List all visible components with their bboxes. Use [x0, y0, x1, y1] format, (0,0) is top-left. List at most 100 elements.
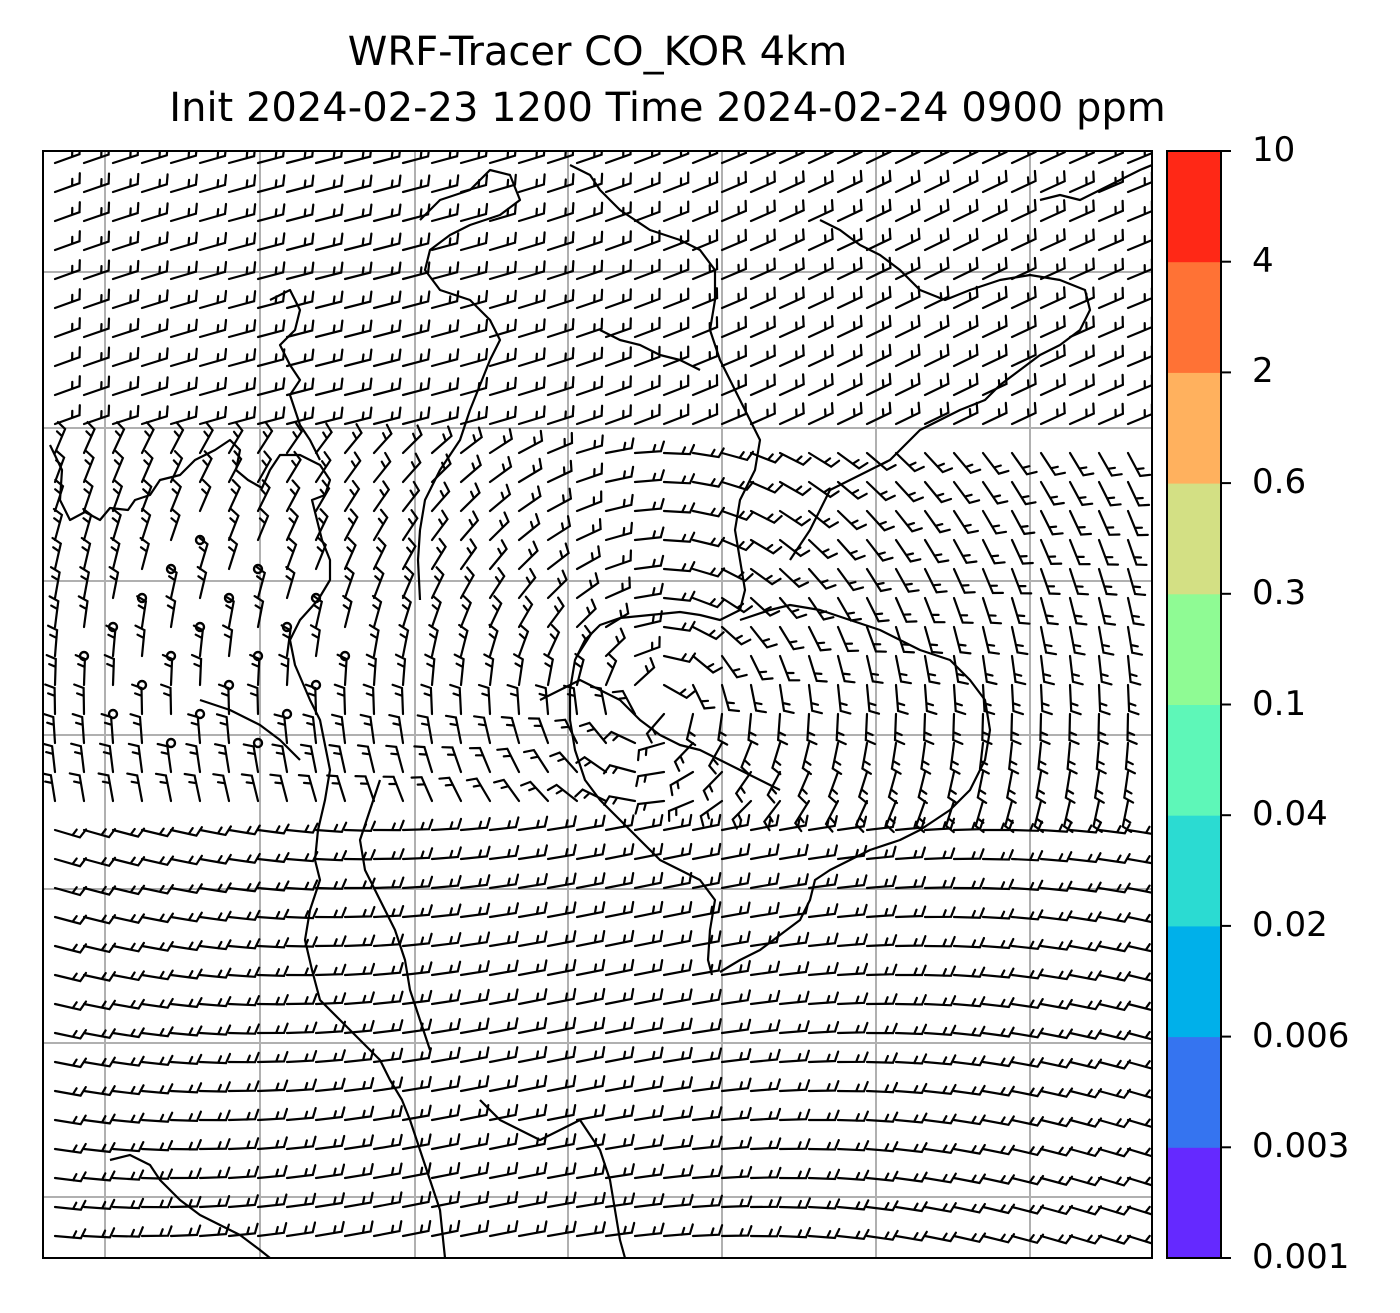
wind-barb — [517, 376, 546, 397]
wind-barb — [778, 344, 805, 368]
wind-barb — [401, 875, 434, 890]
wind-barb — [575, 987, 606, 1006]
wind-barb — [1010, 169, 1037, 194]
wind-barb — [778, 961, 810, 977]
wind-barb — [372, 848, 405, 861]
wind-barb — [691, 316, 719, 339]
wind-barb — [372, 508, 389, 542]
wind-barb — [198, 1138, 231, 1151]
wind-barb — [111, 1141, 145, 1153]
wind-barb — [401, 1191, 432, 1209]
wind-barb — [575, 872, 606, 890]
wind-barb — [468, 746, 492, 774]
wind-barb — [401, 480, 421, 513]
wind-barb — [214, 743, 231, 774]
wind-barb — [691, 229, 719, 252]
wind-barb — [865, 401, 892, 426]
wind-barb — [691, 596, 726, 609]
wind-barb — [662, 561, 696, 573]
wind-barb — [140, 173, 169, 194]
wind-barb — [198, 173, 228, 194]
wind-barb — [702, 770, 724, 801]
wind-barb — [1010, 1027, 1044, 1039]
wind-barb — [517, 988, 548, 1006]
wind-barb — [1010, 712, 1022, 745]
wind-barb — [981, 683, 996, 716]
wind-barb — [111, 450, 125, 484]
wind-barb — [401, 847, 434, 861]
wind-barb — [952, 480, 981, 505]
wind-barb — [1126, 480, 1151, 507]
wind-barb — [198, 1223, 230, 1238]
wind-barb — [662, 1046, 693, 1064]
calm-marker — [310, 592, 322, 604]
wind-barb — [314, 1163, 346, 1180]
wind-barb — [110, 536, 121, 571]
wind-barb — [70, 742, 86, 774]
wind-barb — [604, 843, 635, 861]
wind-barb — [430, 594, 442, 629]
wind-barb — [328, 744, 347, 774]
wind-barb — [198, 231, 228, 252]
wind-barb — [1126, 855, 1152, 865]
colorbar-tick-label: 0.3 — [1252, 572, 1307, 613]
wind-barb — [981, 937, 1015, 950]
wind-barb — [227, 1137, 260, 1151]
wind-barb — [416, 714, 434, 745]
calm-marker — [281, 708, 293, 720]
wind-barb — [183, 772, 202, 803]
wind-barb — [82, 449, 95, 484]
wind-barb — [343, 203, 373, 223]
wind-barb — [645, 712, 666, 744]
wind-barb — [1068, 683, 1082, 716]
wind-barb — [1039, 596, 1059, 626]
wind-barb — [79, 566, 91, 600]
wind-barb — [285, 936, 318, 948]
wind-barb — [662, 988, 693, 1006]
wind-barb — [633, 959, 664, 977]
wind-barb — [169, 1195, 202, 1209]
wind-barb — [865, 993, 898, 1006]
wind-barb — [894, 1171, 928, 1183]
wind-barb — [807, 932, 839, 948]
wind-barb — [372, 151, 401, 165]
wind-barb — [53, 259, 81, 281]
wind-barb — [1068, 170, 1095, 194]
wind-barb — [923, 314, 950, 339]
wind-barb — [343, 1134, 374, 1151]
wind-barb — [314, 406, 344, 426]
wind-barb — [749, 1225, 782, 1238]
wind-barb — [1097, 228, 1125, 252]
wind-barb — [749, 625, 778, 649]
wind-barb — [981, 596, 1003, 625]
wind-barb — [546, 431, 574, 455]
wind-barb — [401, 904, 433, 919]
wind-barb — [1068, 1205, 1103, 1216]
wind-barb — [517, 513, 541, 542]
wind-barb — [575, 404, 604, 426]
wind-barb — [343, 1220, 374, 1238]
wind-barb — [111, 998, 145, 1010]
wind-barb — [1039, 480, 1065, 506]
wind-barb — [604, 1104, 635, 1122]
wind-barb — [430, 406, 460, 426]
border-line-1 — [539, 678, 781, 791]
wind-barb — [836, 227, 863, 252]
wind-barb — [401, 174, 431, 194]
wind-barb — [343, 849, 376, 861]
wind-barb — [111, 375, 140, 397]
wind-barb — [633, 287, 661, 310]
wind-barb — [256, 1050, 289, 1064]
wind-barb — [1097, 1088, 1132, 1100]
wind-barb — [691, 1076, 723, 1093]
wind-barb — [314, 290, 344, 310]
wind-barb — [662, 1193, 694, 1209]
wind-barb — [749, 199, 776, 223]
wind-barb — [865, 1052, 898, 1064]
wind-barb — [256, 1079, 289, 1093]
wind-barb — [140, 231, 169, 252]
wind-barb — [807, 373, 834, 397]
wind-barb — [749, 567, 782, 586]
wind-barb — [1126, 625, 1144, 656]
wind-barb — [952, 401, 979, 426]
